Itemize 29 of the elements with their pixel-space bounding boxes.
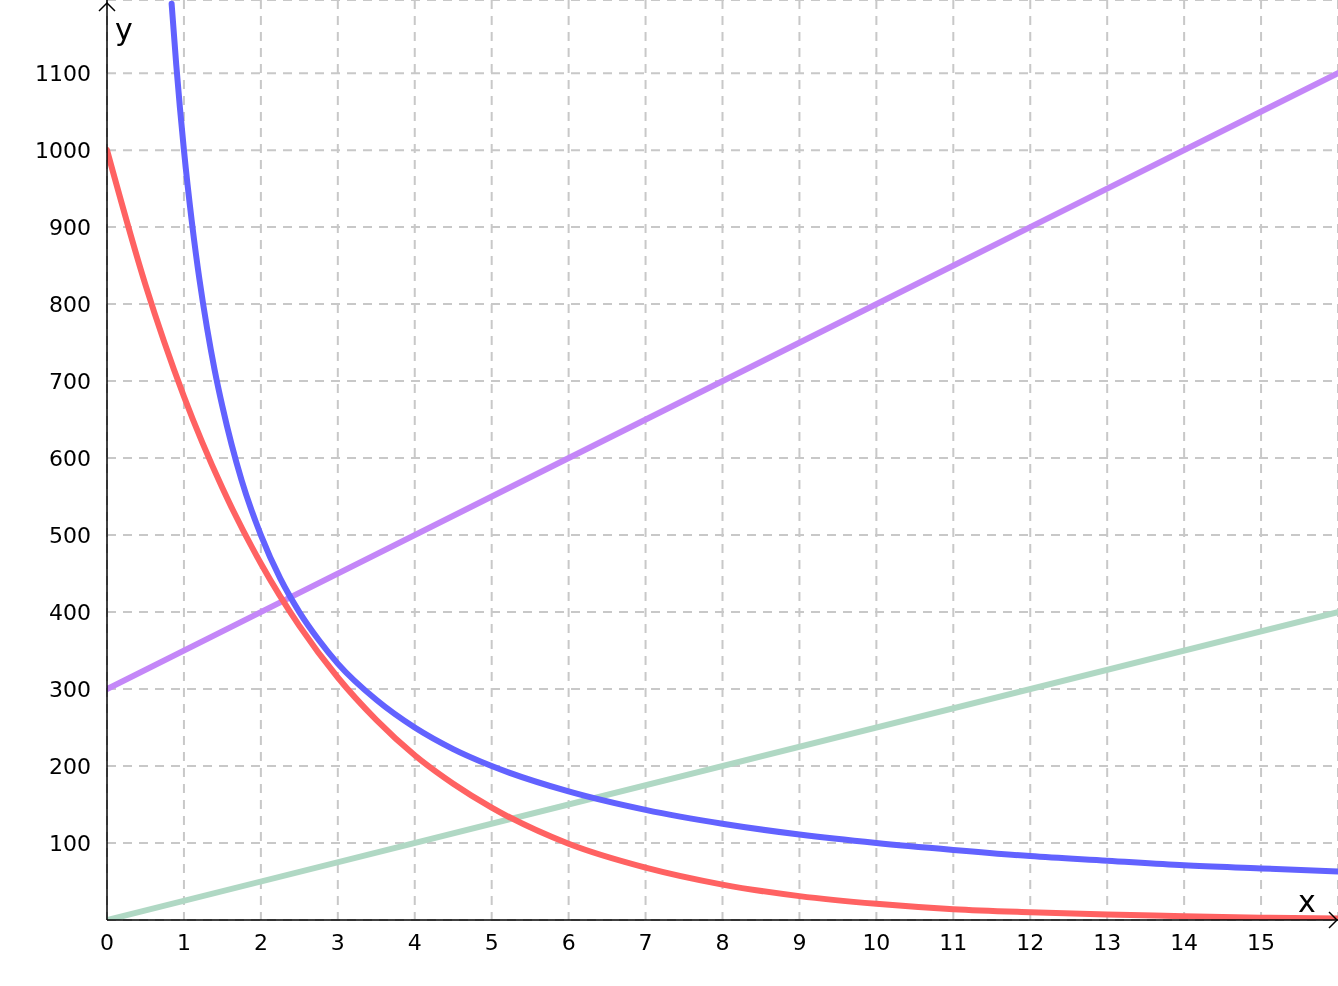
x-tick-label: 9 (792, 929, 807, 955)
x-tick-label: 2 (253, 929, 268, 955)
x-tick-label: 12 (1016, 929, 1045, 955)
x-tick-label: 14 (1170, 929, 1199, 955)
x-tick-label: 10 (862, 929, 891, 955)
y-tick-label: 700 (49, 368, 91, 394)
x-tick-label: 15 (1247, 929, 1276, 955)
x-tick-label: 4 (407, 929, 422, 955)
x-tick-label: 7 (638, 929, 653, 955)
y-tick-label: 600 (49, 445, 91, 471)
y-axis-title: y (115, 12, 133, 47)
x-tick-label: 5 (484, 929, 499, 955)
x-tick-label: 8 (715, 929, 730, 955)
y-tick-label: 1000 (35, 137, 91, 163)
x-tick-label: 6 (561, 929, 576, 955)
y-tick-label: 500 (49, 522, 91, 548)
y-tick-label: 800 (49, 291, 91, 317)
y-tick-label: 400 (49, 599, 91, 625)
x-tick-label: 13 (1093, 929, 1122, 955)
x-tick-label: 11 (939, 929, 968, 955)
x-axis-title: x (1298, 884, 1316, 919)
y-tick-label: 200 (49, 753, 91, 779)
x-tick-label: 1 (176, 929, 191, 955)
x-tick-label: 3 (330, 929, 345, 955)
y-tick-label: 1100 (35, 60, 91, 86)
y-tick-label: 100 (49, 830, 91, 856)
y-tick-label: 900 (49, 214, 91, 240)
x-tick-label: 0 (100, 929, 114, 955)
y-tick-label: 300 (49, 676, 91, 702)
